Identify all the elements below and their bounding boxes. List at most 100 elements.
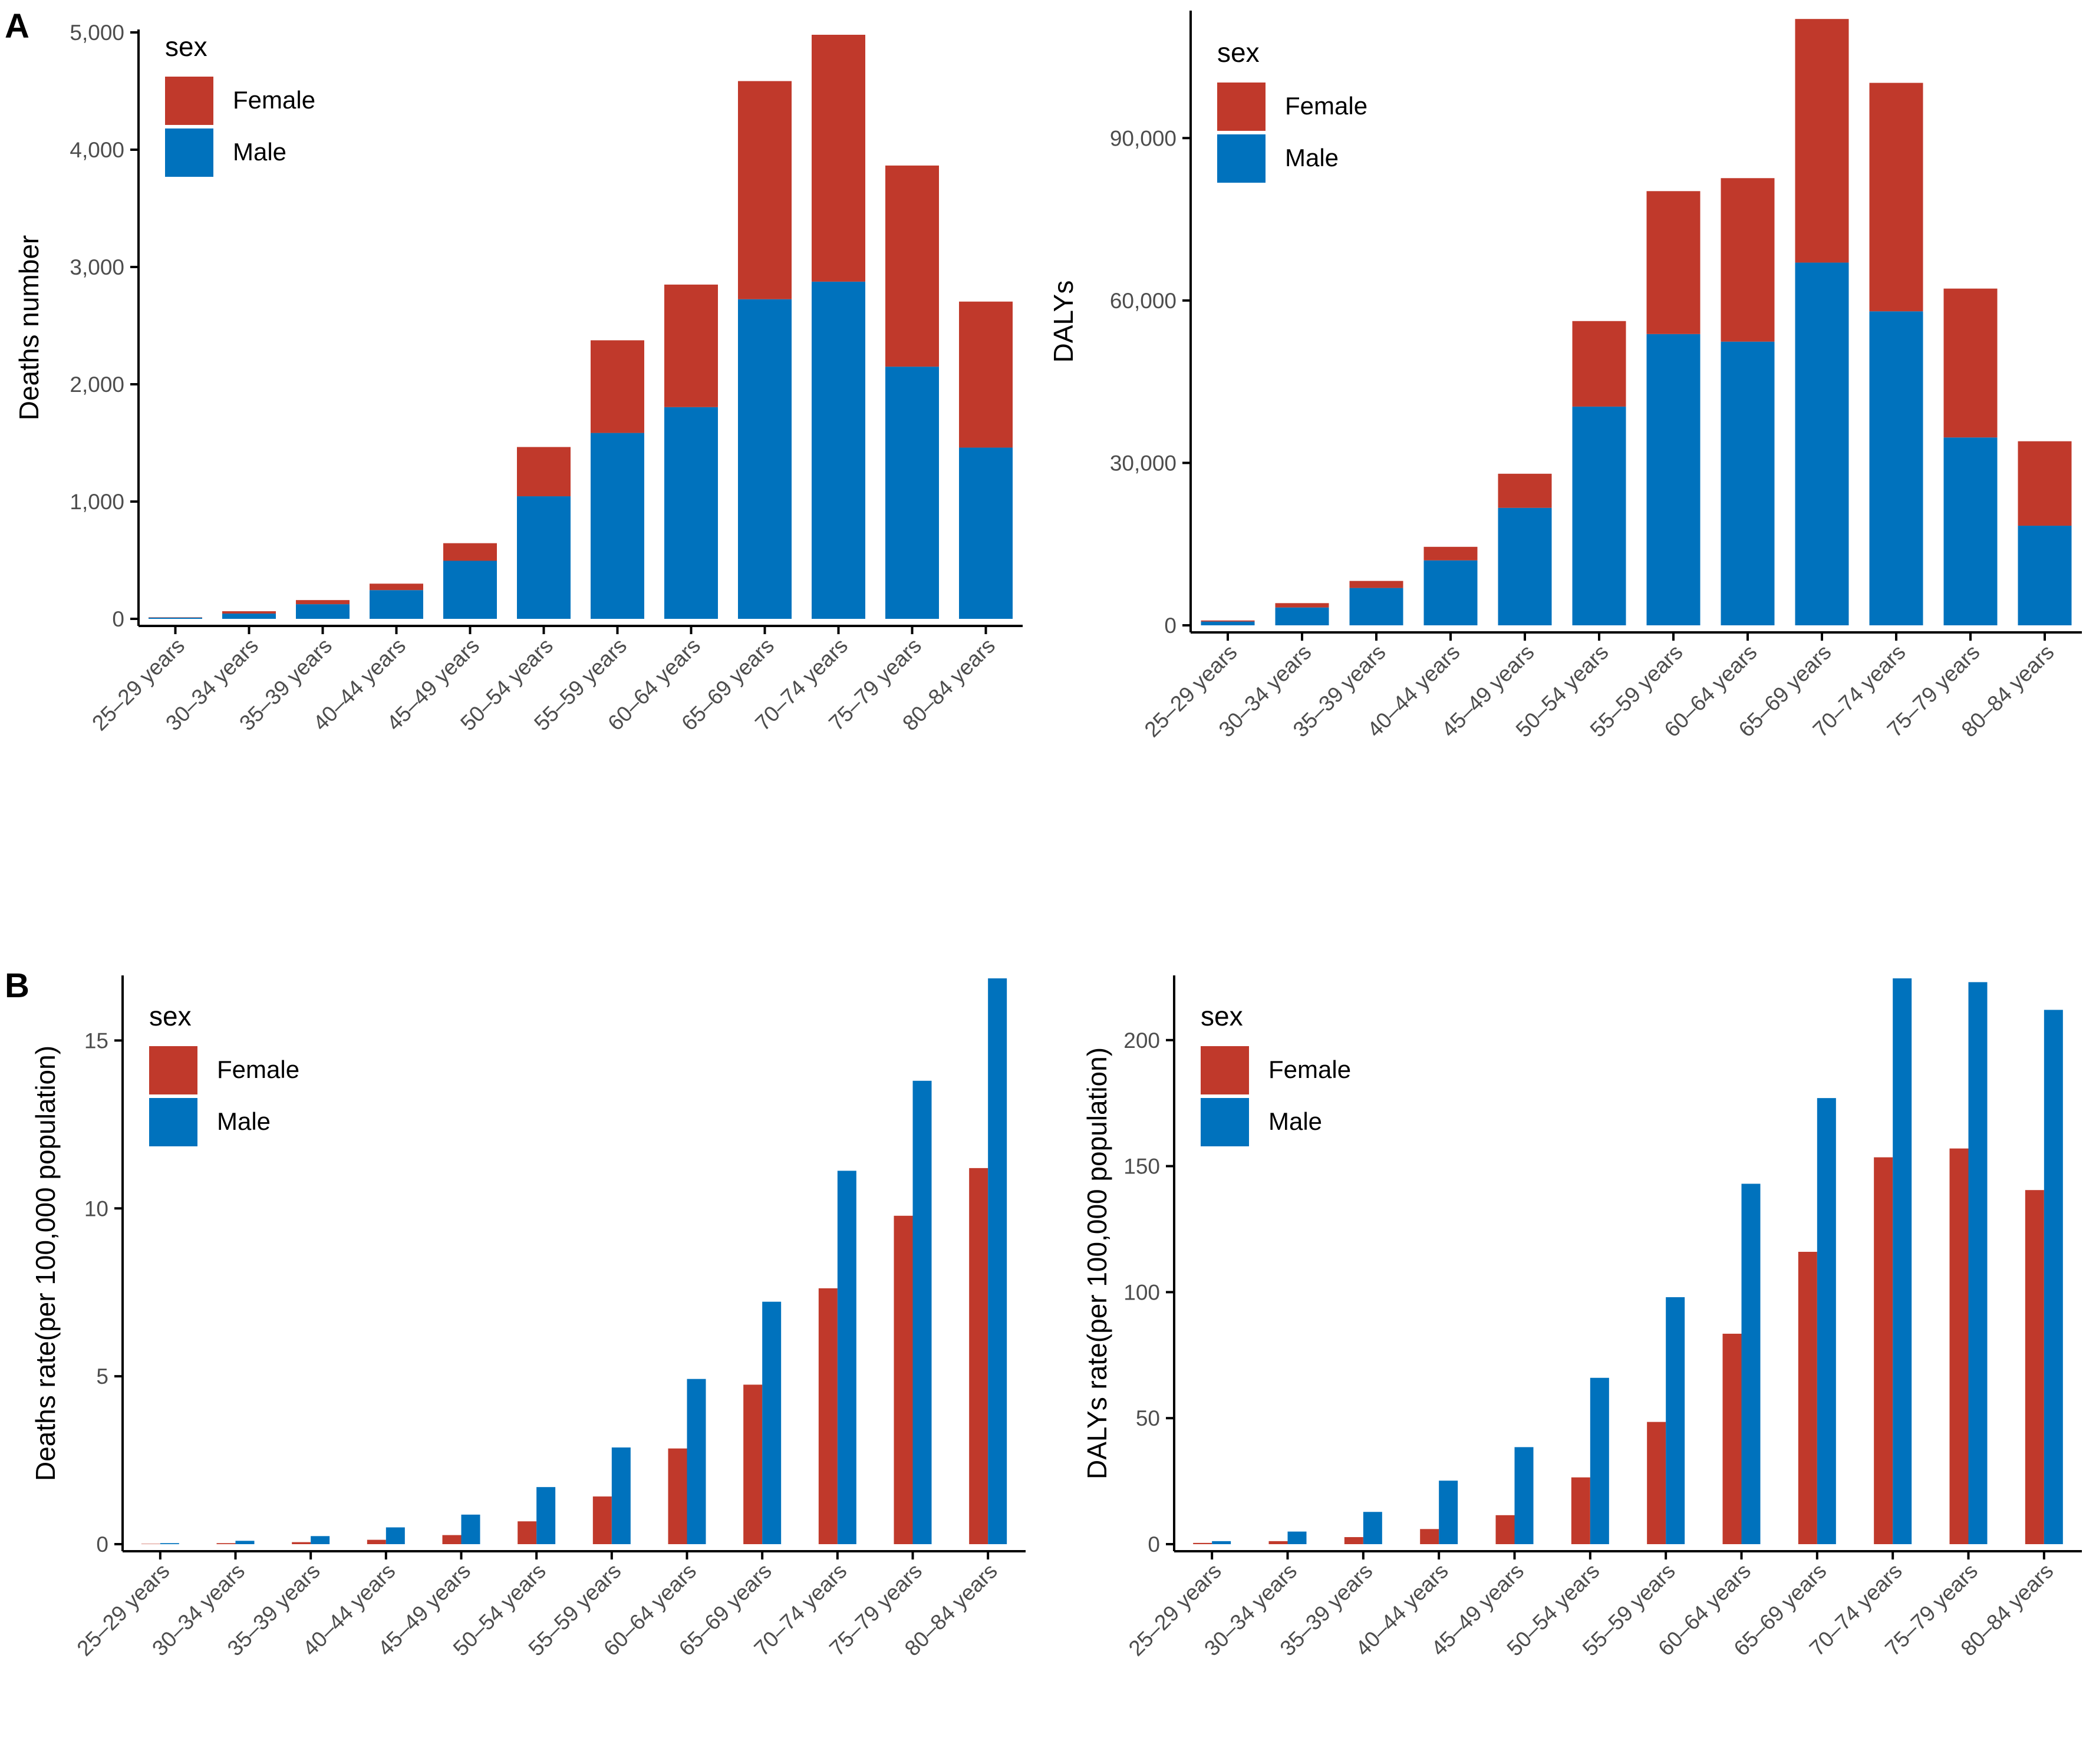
bar-female-2 [1349,581,1403,588]
bar-male-6 [1666,1297,1685,1544]
y-tick-label-2: 60,000 [1110,289,1177,313]
bar-male-7 [664,407,718,619]
legend-label-female: Female [217,1056,299,1083]
y-tick-label-4: 4,000 [70,138,124,162]
legend-title: sex [149,1001,192,1031]
bar-female-4 [1498,473,1552,508]
bar-male-7 [687,1379,706,1544]
bar-female-10 [894,1215,913,1544]
legend-key-female [1201,1046,1249,1094]
legend-key-female [149,1046,197,1094]
bar-female-5 [517,447,571,497]
bar-female-4 [443,543,497,561]
y-tick-label-2: 10 [84,1196,108,1221]
bar-male-2 [1363,1512,1382,1544]
bar-female-7 [1722,1333,1742,1544]
bar-female-7 [664,284,718,407]
bar-male-8 [762,1301,782,1544]
y-tick-label-1: 50 [1136,1406,1160,1430]
bar-female-2 [292,1542,311,1544]
legend-key-male [1217,134,1266,183]
legend-key-female [165,77,213,125]
bar-male-3 [370,590,423,619]
bar-female-8 [1798,1251,1817,1544]
bar-female-1 [1275,603,1329,608]
bar-male-11 [959,447,1013,619]
y-axis-title: Deaths number [14,235,44,421]
bar-male-3 [1439,1481,1458,1544]
legend-label-male: Male [1285,144,1339,172]
bar-male-1 [1287,1531,1307,1544]
y-tick-label-3: 3,000 [70,255,124,279]
bar-male-8 [1817,1098,1836,1544]
bar-female-6 [592,1496,612,1544]
y-tick-label-0: 0 [96,1532,108,1557]
bar-female-8 [738,81,792,299]
y-tick-label-1: 5 [96,1364,108,1389]
bar-female-8 [1795,19,1849,263]
bar-male-0 [1212,1541,1231,1544]
bar-female-11 [969,1168,988,1544]
bar-female-6 [1647,1422,1666,1544]
bar-female-0 [1201,620,1255,622]
bar-male-8 [738,299,792,619]
bar-female-2 [296,600,350,605]
legend-key-female [1217,83,1266,131]
legend-label-male: Male [1268,1107,1322,1135]
y-tick-label-4: 200 [1123,1028,1160,1053]
bar-female-3 [1420,1529,1439,1544]
bar-female-0 [149,617,202,618]
bar-female-5 [518,1521,537,1544]
bar-female-4 [1495,1515,1515,1544]
bar-male-10 [885,367,939,619]
bar-female-9 [818,1288,838,1544]
y-tick-label-0: 0 [1148,1532,1160,1557]
panel-label-a: A [5,7,29,45]
bar-male-0 [1201,621,1255,625]
legend-label-female: Female [233,86,315,114]
legend-key-male [1201,1098,1249,1146]
legend-label-female: Female [1285,92,1367,120]
bar-female-3 [1423,546,1478,560]
bar-male-11 [2018,525,2072,625]
bar-male-9 [812,281,865,619]
bar-male-2 [311,1536,330,1544]
bar-male-5 [1572,406,1626,625]
bar-male-6 [1646,334,1701,625]
bar-male-5 [1590,1377,1609,1544]
bar-male-10 [1943,437,1998,625]
y-tick-label-3: 90,000 [1110,126,1177,150]
y-tick-label-3: 150 [1123,1155,1160,1179]
legend-title: sex [1201,1001,1243,1031]
bar-male-9 [1869,311,1923,625]
bar-male-1 [222,614,276,619]
bar-male-2 [296,604,350,619]
y-tick-label-5: 5,000 [70,21,124,45]
y-tick-label-1: 1,000 [70,490,124,514]
bar-male-10 [1968,982,1988,1544]
bar-male-1 [235,1541,255,1544]
bar-male-0 [149,618,202,619]
bar-female-1 [216,1543,236,1544]
bar-male-1 [1275,607,1329,625]
bar-female-7 [668,1448,687,1544]
bar-female-9 [812,34,865,282]
panel-label-b: B [5,967,29,1005]
bar-female-1 [222,611,276,614]
bar-male-9 [837,1170,856,1544]
y-tick-label-2: 100 [1123,1280,1160,1304]
bar-female-0 [1193,1542,1212,1544]
legend-key-male [165,128,213,177]
y-axis-title: DALYs [1048,281,1079,363]
bar-male-6 [611,1447,631,1544]
bar-female-7 [1721,178,1775,342]
bar-male-11 [988,978,1007,1544]
y-tick-label-0: 0 [1164,614,1177,638]
bar-male-0 [160,1543,179,1544]
legend-label-male: Male [233,138,286,166]
bar-female-4 [442,1535,462,1544]
